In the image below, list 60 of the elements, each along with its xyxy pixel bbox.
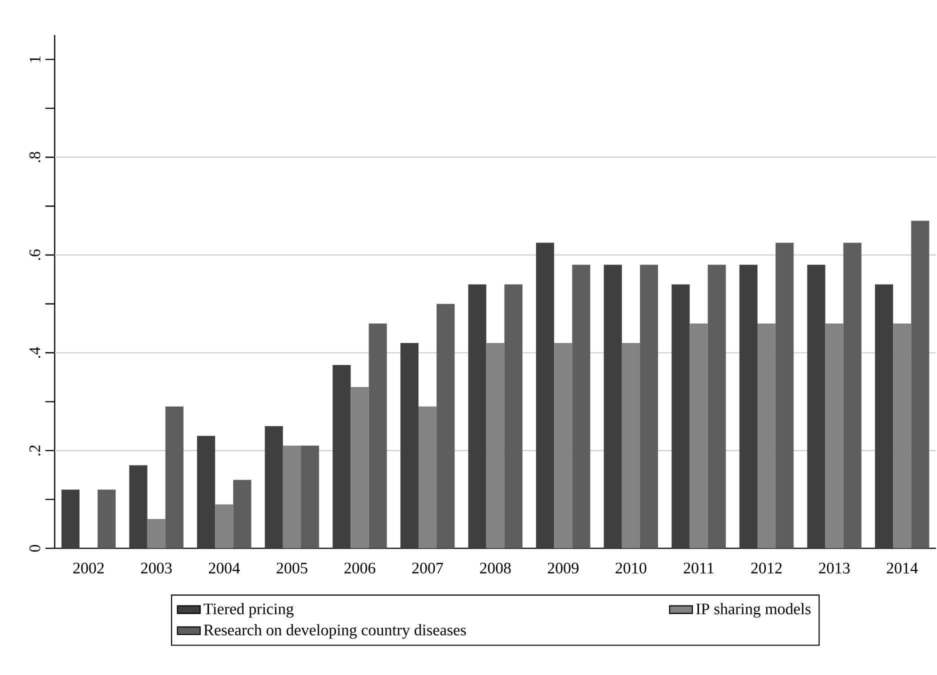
bar: [233, 480, 252, 548]
x-tick-label: 2005: [276, 562, 308, 574]
x-tick-label: 2008: [480, 562, 511, 574]
x-tick-label: 2004: [208, 562, 240, 574]
y-tick-label: .6: [29, 249, 40, 260]
y-tick-label: .4: [30, 347, 40, 358]
x-tick-label: 2014: [886, 562, 918, 574]
x-tick-label: 2010: [616, 562, 646, 574]
bar: [504, 284, 522, 548]
bar: [147, 519, 166, 548]
bar: [468, 284, 486, 548]
bar: [197, 436, 216, 548]
bar: [282, 446, 301, 548]
legend-label: Tiered pricing: [204, 603, 294, 618]
x-tick-label: 2009: [548, 562, 578, 574]
bar: [300, 446, 320, 548]
bar: [418, 406, 437, 548]
bar: [400, 343, 419, 548]
bar: [843, 242, 862, 548]
bar: [622, 343, 640, 548]
x-tick-label: 2007: [412, 562, 444, 574]
bar: [874, 284, 894, 548]
bar: [739, 264, 758, 548]
bar: [215, 504, 234, 548]
bar: [554, 343, 572, 548]
bar: [436, 304, 455, 548]
bar: [640, 264, 658, 548]
bar: [61, 490, 80, 548]
y-tick-label: .2: [29, 445, 40, 456]
bar: [129, 465, 148, 548]
legend-label: IP sharing models: [696, 603, 811, 618]
legend-label: Research on developing country diseases: [204, 624, 466, 639]
bar: [757, 323, 776, 548]
x-tick-label: 2006: [344, 562, 376, 574]
bar: [776, 242, 794, 548]
bar: [672, 284, 690, 548]
bar: [893, 323, 912, 548]
bar: [911, 220, 930, 548]
bar: [350, 386, 369, 548]
bar: [98, 490, 116, 548]
bar: [690, 323, 708, 548]
bar: [486, 343, 504, 548]
bar: [536, 242, 554, 548]
x-tick-label: 2003: [141, 562, 172, 574]
bar: [708, 264, 726, 548]
bar: [165, 406, 184, 548]
bar: [604, 264, 622, 548]
y-tick-label: .8: [29, 152, 40, 162]
x-tick-label: 2013: [819, 562, 850, 574]
bar: [572, 264, 590, 548]
bar: [332, 365, 351, 548]
bar: [825, 323, 844, 548]
bar: [807, 264, 826, 548]
y-tick-label: 0: [29, 544, 40, 552]
x-tick-label: 2011: [684, 562, 714, 574]
x-tick-label: 2012: [751, 562, 782, 574]
y-tick-label: 1: [30, 56, 40, 62]
x-tick-label: 2002: [73, 562, 104, 574]
bar: [368, 323, 387, 548]
bar: [264, 426, 283, 548]
